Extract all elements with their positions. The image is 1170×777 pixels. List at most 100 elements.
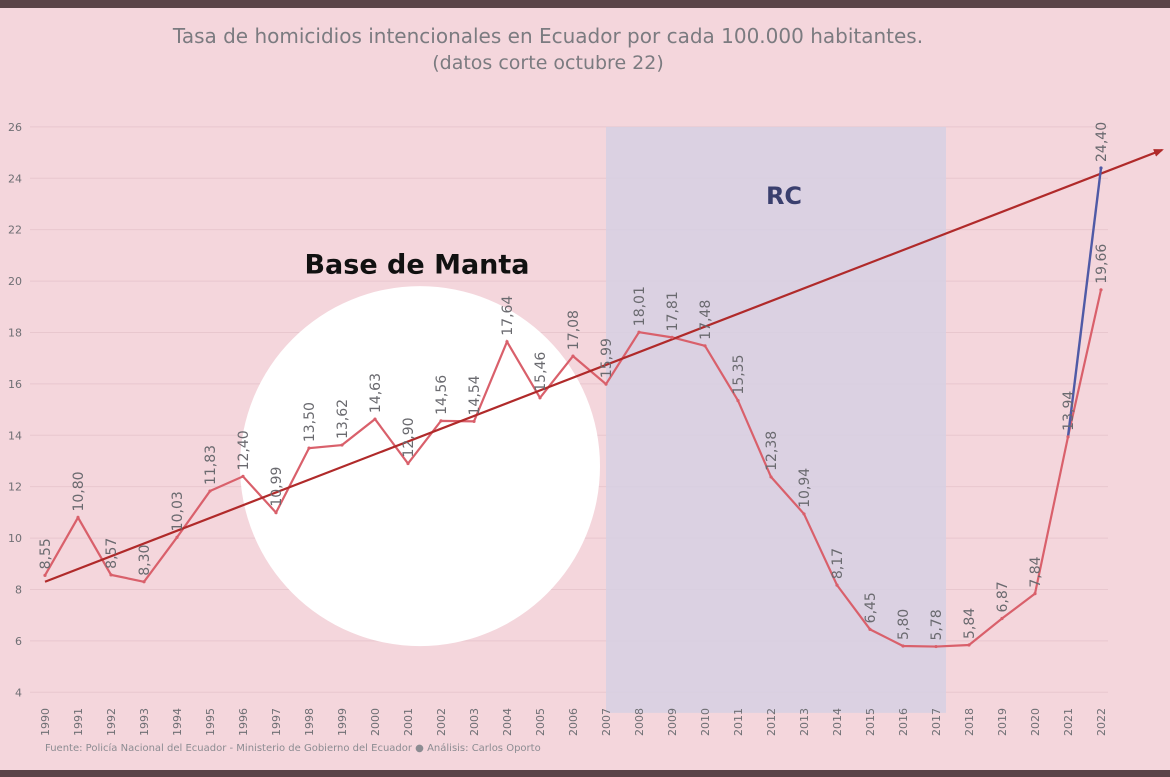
- x-tick-label: 2005: [534, 708, 547, 736]
- data-point: [934, 644, 938, 649]
- data-point: [472, 419, 476, 423]
- data-label: 17,81: [665, 291, 681, 331]
- y-tick-label: 10: [8, 532, 22, 545]
- x-tick-label: 2022: [1095, 708, 1108, 736]
- data-point: [604, 382, 608, 386]
- data-point: [307, 446, 311, 450]
- x-tick-label: 2007: [600, 708, 613, 736]
- data-point: [1099, 166, 1103, 170]
- data-label: 19,66: [1094, 244, 1110, 284]
- data-point: [175, 535, 179, 539]
- chart-subtitle: (datos corte octubre 22): [432, 52, 664, 74]
- x-tick-label: 2010: [699, 708, 712, 736]
- data-point: [901, 644, 905, 648]
- x-tick-label: 2019: [996, 708, 1009, 736]
- data-label: 17,64: [500, 296, 516, 336]
- data-label: 8,30: [137, 545, 153, 576]
- data-point: [670, 335, 674, 339]
- data-point: [109, 573, 113, 577]
- data-point: [1066, 435, 1070, 439]
- x-tick-label: 1990: [39, 708, 52, 736]
- data-point: [505, 340, 509, 344]
- data-point: [703, 344, 707, 348]
- data-label: 17,08: [566, 310, 582, 350]
- y-tick-label: 8: [15, 583, 22, 596]
- x-tick-label: 2006: [567, 708, 580, 736]
- data-point: [76, 515, 80, 520]
- data-point: [967, 643, 971, 647]
- y-tick-label: 24: [8, 172, 22, 185]
- data-point: [43, 573, 47, 577]
- chart-frame: Tasa de homicidios intencionales en Ecua…: [0, 8, 1170, 770]
- x-tick-label: 2020: [1029, 708, 1042, 736]
- data-label: 8,17: [830, 548, 846, 579]
- x-tick-label: 2009: [666, 708, 679, 736]
- data-label: 10,80: [71, 471, 87, 511]
- x-tick-label: 2011: [732, 708, 745, 736]
- data-label: 14,54: [467, 375, 483, 415]
- x-tick-label: 2013: [798, 708, 811, 736]
- y-tick-label: 22: [8, 224, 22, 237]
- y-tick-label: 4: [15, 686, 22, 699]
- y-tick-label: 12: [8, 481, 22, 494]
- data-label: 15,35: [731, 354, 747, 394]
- data-point: [802, 512, 806, 516]
- data-point: [1099, 288, 1103, 292]
- chart-title: Tasa de homicidios intencionales en Ecua…: [172, 24, 923, 48]
- data-point: [538, 396, 542, 400]
- x-tick-label: 2018: [963, 708, 976, 736]
- data-label: 10,03: [170, 491, 186, 531]
- x-tick-label: 1991: [72, 708, 85, 736]
- data-point: [868, 627, 872, 631]
- data-label: 12,38: [764, 431, 780, 471]
- data-point: [571, 354, 575, 358]
- x-tick-label: 1994: [171, 708, 184, 736]
- data-point: [1033, 592, 1037, 596]
- data-label: 12,40: [236, 430, 252, 470]
- x-tick-label: 1998: [303, 708, 316, 736]
- data-label: 17,48: [698, 300, 714, 340]
- data-label: 10,99: [269, 467, 285, 507]
- data-label: 13,62: [335, 399, 351, 439]
- data-label: 18,01: [632, 286, 648, 326]
- data-label: 8,57: [104, 538, 120, 569]
- data-label: 15,46: [533, 352, 549, 392]
- y-tick-label: 18: [8, 326, 22, 339]
- data-label: 8,55: [38, 538, 54, 569]
- x-tick-label: 1992: [105, 708, 118, 736]
- data-point: [637, 330, 641, 334]
- data-point: [274, 511, 278, 515]
- data-label: 13,50: [302, 402, 318, 442]
- data-point: [241, 474, 245, 478]
- x-tick-label: 2012: [765, 708, 778, 736]
- data-point: [835, 583, 839, 587]
- data-label: 5,84: [962, 608, 978, 639]
- y-tick-label: 16: [8, 378, 22, 391]
- data-point: [769, 475, 773, 479]
- x-tick-label: 2021: [1062, 708, 1075, 736]
- data-label: 6,87: [995, 581, 1011, 612]
- series-line-2022-projection: [1066, 167, 1103, 437]
- data-point: [1000, 616, 1004, 621]
- x-tick-label: 2003: [468, 708, 481, 736]
- data-label: 7,84: [1028, 556, 1044, 587]
- data-label: 24,40: [1094, 122, 1110, 162]
- x-tick-label: 2017: [930, 708, 943, 736]
- data-label: 10,94: [797, 468, 813, 508]
- source-footer: Fuente: Policía Nacional del Ecuador - M…: [45, 742, 541, 754]
- data-label: 5,80: [896, 609, 912, 640]
- trend-arrow: [44, 148, 1164, 583]
- x-tick-label: 2001: [402, 708, 415, 736]
- data-point: [373, 417, 377, 421]
- base-de-manta-circle: [240, 286, 600, 647]
- y-tick-label: 14: [8, 429, 22, 442]
- x-tick-label: 1997: [270, 708, 283, 736]
- data-point: [736, 398, 740, 403]
- x-tick-label: 2016: [897, 708, 910, 736]
- y-tick-label: 26: [8, 121, 22, 134]
- x-tick-label: 2008: [633, 708, 646, 736]
- x-tick-label: 2000: [369, 708, 382, 736]
- x-tick-label: 1993: [138, 708, 151, 736]
- data-label: 5,78: [929, 609, 945, 640]
